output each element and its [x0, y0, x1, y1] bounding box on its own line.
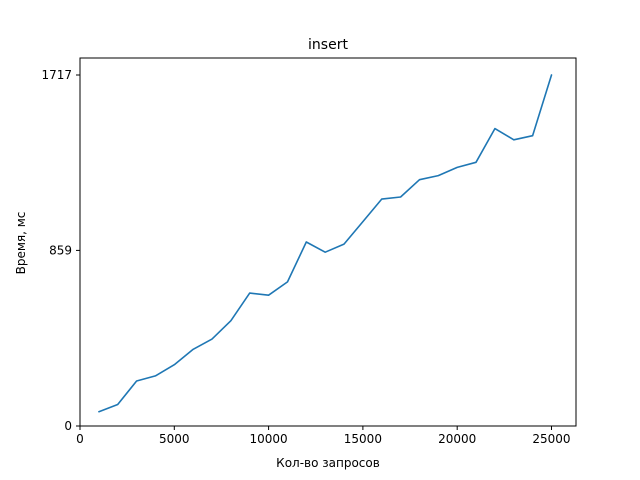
plot-area: 0 5000 10000 15000 20000 25000 0 859 1717	[41, 57, 577, 446]
x-tick-label: 5000	[159, 432, 190, 446]
chart-title: insert	[308, 37, 348, 53]
y-tick-label: 0	[64, 419, 72, 433]
y-tick-label: 1717	[41, 68, 72, 82]
series-line	[98, 74, 553, 413]
x-tick-label: 10000	[249, 432, 287, 446]
y-axis-label: Время, мс	[14, 212, 28, 275]
x-tick-label: 25000	[532, 432, 570, 446]
x-tick-label: 20000	[438, 432, 476, 446]
x-tick-label: 15000	[344, 432, 382, 446]
x-tick-label: 0	[76, 432, 84, 446]
y-tick-label: 859	[49, 243, 72, 257]
plot-frame	[79, 57, 577, 427]
x-axis-label: Кол-во запросов	[276, 456, 380, 470]
